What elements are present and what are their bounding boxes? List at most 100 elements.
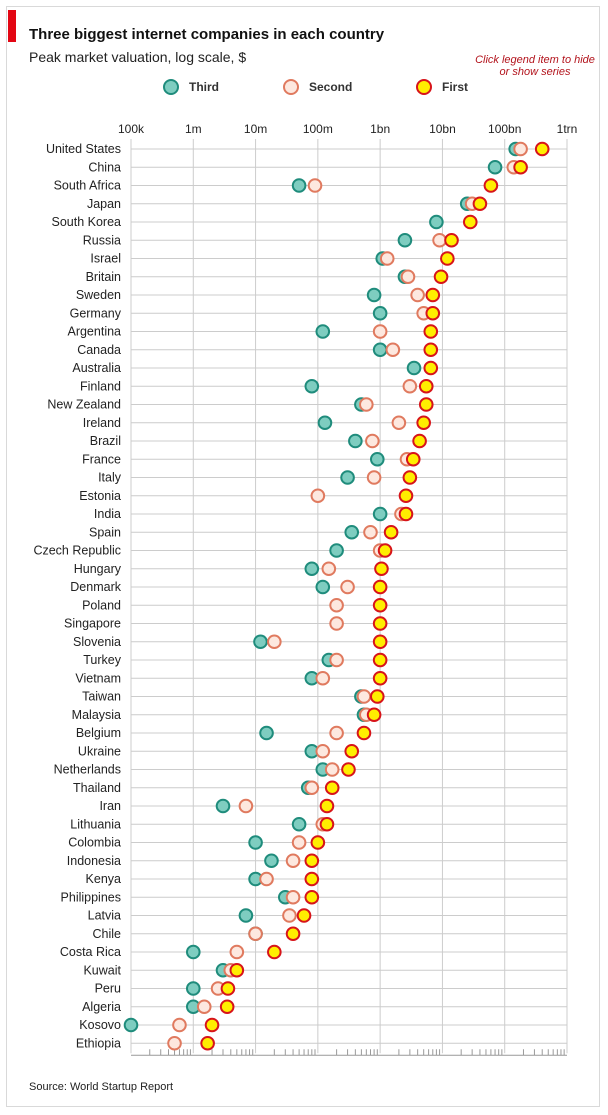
marker-second[interactable]: [324, 762, 340, 777]
marker-third[interactable]: [397, 232, 413, 248]
marker-third[interactable]: [372, 342, 388, 358]
marker-first[interactable]: [402, 470, 418, 485]
marker-third[interactable]: [372, 506, 388, 522]
marker-first[interactable]: [472, 196, 488, 212]
marker-third[interactable]: [304, 561, 320, 577]
marker-second[interactable]: [340, 579, 355, 595]
marker-second[interactable]: [321, 561, 337, 577]
marker-second[interactable]: [432, 232, 447, 248]
marker-second[interactable]: [282, 908, 297, 923]
marker-third[interactable]: [429, 214, 444, 230]
marker-first[interactable]: [267, 944, 282, 960]
marker-first[interactable]: [433, 269, 449, 285]
marker-first[interactable]: [398, 488, 414, 504]
marker-first[interactable]: [416, 415, 431, 431]
marker-first[interactable]: [200, 1035, 215, 1051]
marker-third[interactable]: [487, 159, 503, 175]
marker-third[interactable]: [329, 543, 344, 558]
marker-second[interactable]: [172, 1017, 187, 1033]
marker-third[interactable]: [253, 634, 268, 650]
marker-third[interactable]: [315, 579, 331, 595]
marker-third[interactable]: [372, 305, 388, 321]
marker-second[interactable]: [304, 780, 320, 796]
marker-first[interactable]: [356, 725, 372, 741]
marker-first[interactable]: [344, 743, 360, 759]
marker-second[interactable]: [196, 999, 212, 1015]
marker-first[interactable]: [423, 324, 439, 339]
marker-first[interactable]: [398, 506, 414, 522]
marker-first[interactable]: [304, 853, 320, 869]
marker-second[interactable]: [329, 725, 344, 741]
marker-first[interactable]: [319, 798, 335, 814]
marker-first[interactable]: [366, 707, 382, 723]
marker-second[interactable]: [310, 488, 326, 504]
marker-third[interactable]: [344, 524, 360, 540]
marker-first[interactable]: [418, 397, 434, 412]
marker-second[interactable]: [329, 616, 344, 631]
marker-third[interactable]: [185, 981, 201, 996]
marker-second[interactable]: [385, 342, 401, 358]
marker-third[interactable]: [291, 816, 307, 832]
marker-first[interactable]: [372, 670, 388, 686]
marker-first[interactable]: [304, 871, 320, 887]
marker-second[interactable]: [315, 743, 331, 759]
marker-first[interactable]: [534, 141, 550, 157]
marker-first[interactable]: [377, 543, 393, 558]
marker-second[interactable]: [238, 798, 254, 814]
marker-second[interactable]: [359, 397, 374, 412]
marker-second[interactable]: [365, 433, 380, 449]
marker-third[interactable]: [369, 451, 385, 467]
marker-first[interactable]: [372, 597, 388, 613]
marker-second[interactable]: [379, 251, 395, 266]
marker-second[interactable]: [267, 634, 282, 650]
marker-second[interactable]: [366, 470, 382, 485]
marker-first[interactable]: [374, 561, 389, 577]
marker-first[interactable]: [304, 889, 320, 905]
marker-second[interactable]: [513, 141, 528, 157]
marker-first[interactable]: [310, 835, 326, 850]
marker-second[interactable]: [285, 889, 301, 905]
marker-second[interactable]: [329, 597, 344, 613]
marker-second[interactable]: [391, 415, 407, 431]
marker-first[interactable]: [220, 981, 236, 996]
marker-third[interactable]: [406, 360, 422, 376]
marker-first[interactable]: [513, 159, 528, 175]
marker-first[interactable]: [418, 378, 434, 394]
marker-first[interactable]: [204, 1017, 220, 1033]
marker-second[interactable]: [248, 926, 263, 942]
marker-third[interactable]: [304, 378, 320, 394]
marker-first[interactable]: [229, 962, 245, 978]
marker-third[interactable]: [185, 944, 201, 960]
marker-first[interactable]: [369, 689, 385, 704]
marker-third[interactable]: [248, 835, 263, 850]
marker-second[interactable]: [400, 269, 416, 285]
marker-first[interactable]: [372, 652, 388, 668]
marker-first[interactable]: [341, 762, 356, 777]
marker-first[interactable]: [219, 999, 235, 1015]
marker-second[interactable]: [402, 378, 418, 394]
marker-second[interactable]: [356, 689, 372, 704]
marker-first[interactable]: [423, 342, 439, 358]
marker-third[interactable]: [123, 1017, 139, 1033]
marker-first[interactable]: [425, 305, 441, 321]
marker-third[interactable]: [215, 798, 231, 814]
marker-first[interactable]: [383, 524, 399, 540]
marker-second[interactable]: [372, 324, 388, 339]
marker-first[interactable]: [444, 232, 459, 248]
marker-first[interactable]: [372, 616, 388, 631]
marker-second[interactable]: [315, 670, 331, 686]
marker-second[interactable]: [410, 287, 425, 303]
marker-second[interactable]: [229, 944, 245, 960]
marker-first[interactable]: [483, 178, 499, 193]
marker-second[interactable]: [363, 524, 378, 540]
marker-second[interactable]: [329, 652, 344, 668]
marker-third[interactable]: [366, 287, 382, 303]
marker-third[interactable]: [264, 853, 279, 869]
marker-second[interactable]: [291, 835, 307, 850]
marker-third[interactable]: [348, 433, 363, 449]
marker-third[interactable]: [340, 470, 355, 485]
marker-third[interactable]: [315, 324, 331, 339]
marker-first[interactable]: [372, 634, 388, 650]
marker-second[interactable]: [259, 871, 274, 887]
marker-first[interactable]: [412, 433, 427, 449]
